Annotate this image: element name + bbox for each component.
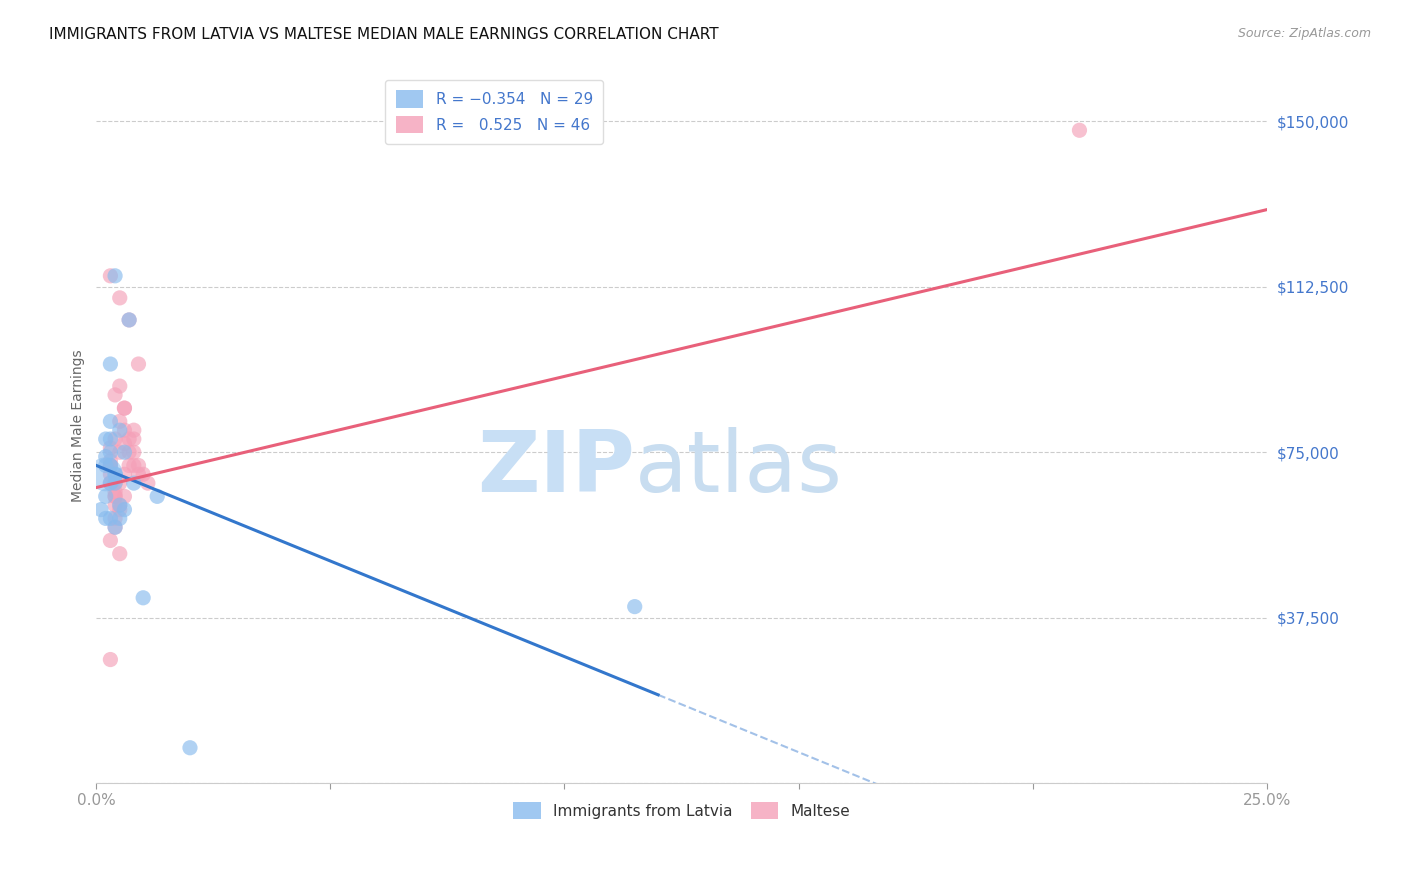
Point [108,498,131,512]
Point [132,591,155,605]
Point [104,520,127,534]
Point [114,489,136,503]
Text: atlas: atlas [634,427,842,510]
Point [94,432,117,446]
Point [118,313,141,327]
Point [104,485,127,500]
Point [108,547,131,561]
Point [146,489,169,503]
Point [132,467,155,482]
Point [100,476,122,491]
Point [104,489,127,503]
Point [108,423,131,437]
Point [104,498,127,512]
Point [94,467,117,482]
Point [104,476,127,491]
Point [114,401,136,416]
Point [127,458,149,473]
Point [122,476,145,491]
Point [108,291,131,305]
Point [118,445,141,459]
Point [118,313,141,327]
Point [90,502,112,516]
Point [623,599,645,614]
Point [118,458,141,473]
Point [122,445,145,459]
Point [108,476,131,491]
Point [94,489,117,503]
Point [104,511,127,525]
Text: IMMIGRANTS FROM LATVIA VS MALTESE MEDIAN MALE EARNINGS CORRELATION CHART: IMMIGRANTS FROM LATVIA VS MALTESE MEDIAN… [49,27,718,42]
Point [1069,123,1091,137]
Point [100,445,122,459]
Point [100,268,122,283]
Point [108,414,131,428]
Point [100,458,122,473]
Point [100,476,122,491]
Point [100,454,122,468]
Point [122,432,145,446]
Text: Source: ZipAtlas.com: Source: ZipAtlas.com [1237,27,1371,40]
Point [104,467,127,482]
Point [104,388,127,402]
Point [104,489,127,503]
Point [127,357,149,371]
Point [104,268,127,283]
Text: ZIP: ZIP [477,427,634,510]
Point [94,450,117,464]
Point [108,445,131,459]
Point [114,401,136,416]
Point [179,740,201,755]
Point [114,436,136,450]
Point [118,432,141,446]
Point [104,432,127,446]
Point [100,432,122,446]
Point [100,357,122,371]
Point [94,511,117,525]
Point [114,502,136,516]
Point [136,476,159,491]
Point [114,423,136,437]
Point [100,511,122,525]
Point [104,476,127,491]
Point [94,458,117,473]
Point [100,414,122,428]
Point [108,498,131,512]
Point [104,467,127,482]
Point [100,458,122,473]
Legend: Immigrants from Latvia, Maltese: Immigrants from Latvia, Maltese [508,796,856,825]
Point [114,445,136,459]
Point [104,520,127,534]
Point [108,379,131,393]
Point [100,533,122,548]
Point [100,652,122,666]
Point [100,467,122,482]
Point [108,511,131,525]
Point [108,502,131,516]
Point [114,467,136,482]
Point [127,467,149,482]
Point [122,458,145,473]
Y-axis label: Median Male Earnings: Median Male Earnings [72,350,86,502]
Point [100,458,122,473]
Point [100,441,122,455]
Point [122,423,145,437]
